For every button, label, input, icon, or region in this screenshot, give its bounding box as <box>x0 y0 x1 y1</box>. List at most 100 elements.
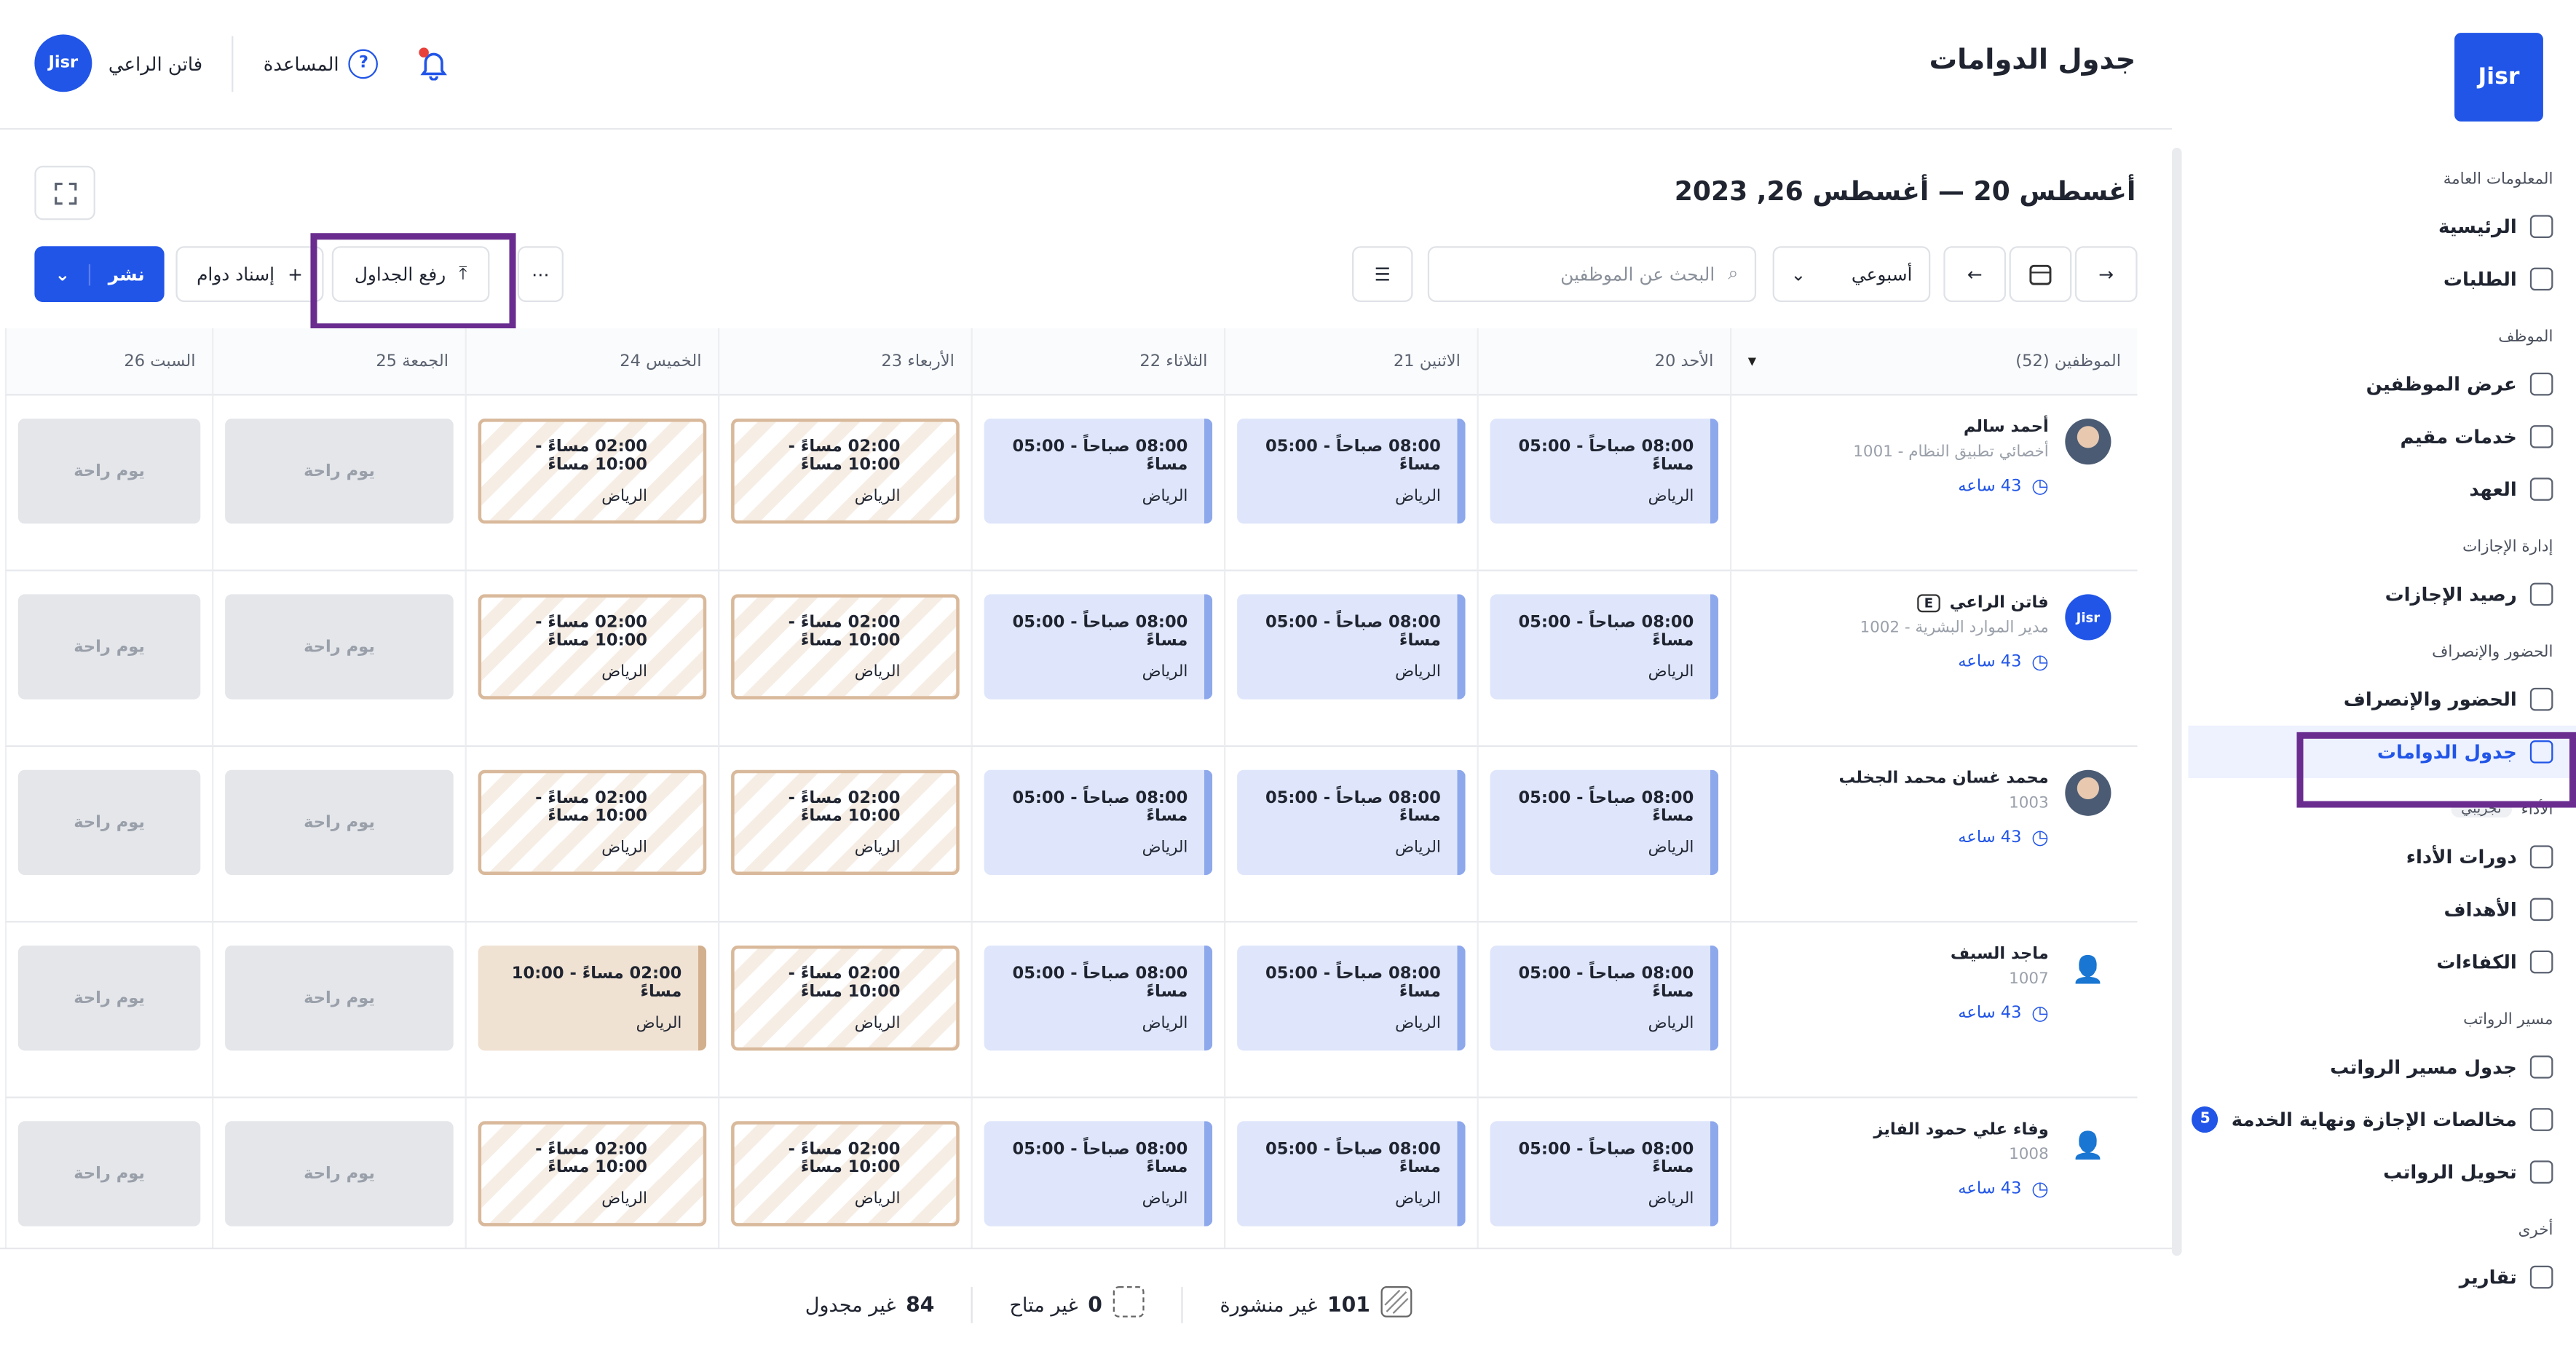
shift-card[interactable]: 08:00 صباحاً - 05:00 مساءً الرياض <box>984 594 1213 700</box>
shift-cell: 02:00 مساءً - 10:00 مساءً الرياض <box>465 1098 718 1248</box>
shift-card[interactable]: 02:00 مساءً - 10:00 مساءً الرياض <box>731 419 960 524</box>
calendar-button[interactable] <box>2009 246 2072 302</box>
shift-card[interactable]: 08:00 صباحاً - 05:00 مساءً الرياض <box>1237 945 1466 1051</box>
shift-card[interactable]: 02:00 مساءً - 10:00 مساءً الرياض <box>731 594 960 700</box>
shift-card[interactable]: 02:00 مساءً - 10:00 مساءً الرياض <box>731 1121 960 1227</box>
assign-button[interactable]: + إسناد دوام <box>175 246 324 302</box>
name-text[interactable]: فاتن الراعي <box>1949 594 2049 613</box>
more-button[interactable]: ⋯ <box>517 246 564 302</box>
search-box[interactable]: ⌕ البحث عن الموظفين <box>1427 246 1757 302</box>
clock-icon: ◷ <box>2031 1176 2049 1200</box>
shift-card[interactable]: 08:00 صباحاً - 05:00 مساءً الرياض <box>984 945 1213 1051</box>
previous-button[interactable]: ← <box>1943 246 2007 302</box>
shift-card[interactable]: 02:00 مساءً - 10:00 مساءً الرياض <box>478 419 707 524</box>
nav-item[interactable]: الأهداف <box>2189 883 2553 935</box>
employee-name: وفاء علي حمود الفايز <box>1873 1121 2048 1139</box>
nav-item[interactable]: الحضور والإنصراف <box>2189 673 2553 726</box>
nav-item[interactable]: دورات الأداء <box>2189 831 2553 883</box>
shift-location: الرياض <box>636 1013 682 1032</box>
shift-card[interactable]: 02:00 مساءً - 10:00 مساءً الرياض <box>731 769 960 876</box>
shift-card[interactable]: 08:00 صباحاً - 05:00 مساءً الرياض <box>1490 945 1719 1051</box>
shift-card[interactable]: يوم راحة <box>17 945 201 1051</box>
notifications-bell[interactable] <box>418 47 451 80</box>
shift-card[interactable]: 08:00 صباحاً - 05:00 مساءً الرياض <box>984 419 1213 524</box>
shift-card[interactable]: يوم راحة <box>225 769 454 876</box>
employee-subtitle: أخصائي تطبيق النظام - 1001 <box>1853 443 2049 461</box>
shift-card[interactable]: 08:00 صباحاً - 05:00 مساءً الرياض <box>1490 594 1719 700</box>
nav-item[interactable]: عرض الموظفين <box>2189 358 2553 411</box>
shift-card[interactable]: 08:00 صباحاً - 05:00 مساءً الرياض <box>1490 769 1719 876</box>
shift-card[interactable]: يوم راحة <box>17 594 201 700</box>
shift-card[interactable]: يوم راحة <box>17 419 201 524</box>
nav-item[interactable]: تقارير <box>2189 1251 2553 1303</box>
name-text[interactable]: أحمد سالم <box>1963 419 2049 437</box>
shift-card[interactable]: 08:00 صباحاً - 05:00 مساءً الرياض <box>1490 419 1719 524</box>
hours-text: 43 ساعه <box>1958 1004 2022 1022</box>
publish-menu[interactable]: ⌄ <box>36 263 91 285</box>
shift-card[interactable]: يوم راحة <box>17 769 201 876</box>
shift-time: 08:00 صباحاً - 05:00 مساءً <box>1012 1140 1188 1176</box>
shift-card[interactable]: 02:00 مساءً - 10:00 مساءً الرياض <box>478 945 707 1051</box>
shift-time: يوم راحة <box>304 461 375 480</box>
logo[interactable]: Jisr <box>2454 33 2543 122</box>
shift-card[interactable]: 08:00 صباحاً - 05:00 مساءً الرياض <box>1237 594 1466 700</box>
filter-button[interactable]: ☰ <box>1352 246 1413 302</box>
employee-cell: أحمد سالم أخصائي تطبيق النظام - 1001 ◷ 43 س… <box>1729 395 2138 571</box>
nav-item[interactable]: الكفاءات <box>2189 935 2553 988</box>
user-avatar[interactable]: Jisr <box>34 34 92 92</box>
expand-icon <box>54 181 76 205</box>
employee-subtitle: مدير الموارد البشرية - 1002 <box>1860 619 2049 638</box>
shift-card[interactable]: 08:00 صباحاً - 05:00 مساءً الرياض <box>984 769 1213 876</box>
shift-card[interactable]: يوم راحة <box>225 419 454 524</box>
nav-item[interactable]: خدمات مقيم <box>2189 411 2553 463</box>
day-header: الاثنين 21 <box>1224 328 1477 396</box>
upload-button[interactable]: ⤒ رفع الجداول <box>331 246 490 302</box>
shift-card[interactable]: 02:00 مساءً - 10:00 مساءً الرياض <box>478 769 707 876</box>
search-icon: ⌕ <box>1728 262 1739 285</box>
help-link[interactable]: ? المساعدة <box>264 48 379 79</box>
nav-item[interactable]: تحويل الرواتب <box>2189 1146 2553 1198</box>
view-label: أسبوعي <box>1851 263 1913 285</box>
employee-info: محمد غسان محمد الجخلب 1003 ◷ 43 ساعه <box>1838 770 2048 898</box>
section-label: مسير الرواتب <box>2463 1010 2553 1029</box>
shift-cell: يوم راحة <box>212 1098 465 1248</box>
shift-card[interactable]: يوم راحة <box>225 945 454 1051</box>
shift-card[interactable]: 08:00 صباحاً - 05:00 مساءً الرياض <box>1237 1121 1466 1227</box>
shift-card[interactable]: 02:00 مساءً - 10:00 مساءً الرياض <box>478 1121 707 1227</box>
shift-card[interactable]: 08:00 صباحاً - 05:00 مساءً الرياض <box>1237 769 1466 876</box>
spacer <box>2189 1198 2553 1218</box>
shift-card[interactable]: يوم راحة <box>225 1121 454 1227</box>
nav-item[interactable]: جدول مسير الرواتب <box>2189 1041 2553 1093</box>
nav-item[interactable]: رصيد الإجازات <box>2189 568 2553 620</box>
shift-card[interactable]: يوم راحة <box>225 594 454 700</box>
shift-time: 08:00 صباحاً - 05:00 مساءً <box>1518 437 1694 474</box>
expand-button[interactable] <box>34 165 95 221</box>
publish-button[interactable]: ⌄ نشر <box>34 246 165 302</box>
shift-card[interactable]: 08:00 صباحاً - 05:00 مساءً الرياض <box>984 1121 1213 1227</box>
upload-label: رفع الجداول <box>354 263 446 285</box>
day-header: الثلاثاء 22 <box>971 328 1225 396</box>
shift-card[interactable]: 08:00 صباحاً - 05:00 مساءً الرياض <box>1490 1121 1719 1227</box>
next-button[interactable]: → <box>2074 246 2138 302</box>
sort-toggle[interactable]: ▾ <box>1747 352 1757 371</box>
user-name[interactable]: فاتن الراعي <box>108 52 203 75</box>
name-text[interactable]: محمد غسان محمد الجخلب <box>1838 769 2049 788</box>
shift-cell: 02:00 مساءً - 10:00 مساءً الرياض <box>718 1098 971 1248</box>
name-text[interactable]: ماجد السيف <box>1950 945 2049 964</box>
shift-card[interactable]: يوم راحة <box>17 1121 201 1227</box>
nav-item[interactable]: العهد <box>2189 463 2553 515</box>
name-text[interactable]: وفاء علي حمود الفايز <box>1873 1121 2049 1140</box>
shift-card[interactable]: 02:00 مساءً - 10:00 مساءً الرياض <box>731 945 960 1051</box>
nav-item[interactable]: الرئيسية <box>2189 200 2553 253</box>
employee-row: 👤 وفاء علي حمود الفايز 1008 ◷ 43 ساعه 08:00 ص… <box>4 1098 2138 1248</box>
shift-card[interactable]: 08:00 صباحاً - 05:00 مساءً الرياض <box>1237 419 1466 524</box>
date-range: أغسطس 20 — أغسطس 26, 2023 <box>1674 175 2136 207</box>
employee-avatar: 👤 <box>2065 945 2111 992</box>
nav-item[interactable]: مخالصات الإجازة ونهاية الخدمة 5 <box>2189 1093 2553 1146</box>
nav-icon <box>2529 582 2553 606</box>
shift-time: 08:00 صباحاً - 05:00 مساءً <box>1265 1140 1441 1176</box>
view-select[interactable]: أسبوعي ⌄ <box>1772 246 1931 302</box>
shift-card[interactable]: 02:00 مساءً - 10:00 مساءً الرياض <box>478 594 707 700</box>
nav-item[interactable]: الطلبات <box>2189 253 2553 305</box>
